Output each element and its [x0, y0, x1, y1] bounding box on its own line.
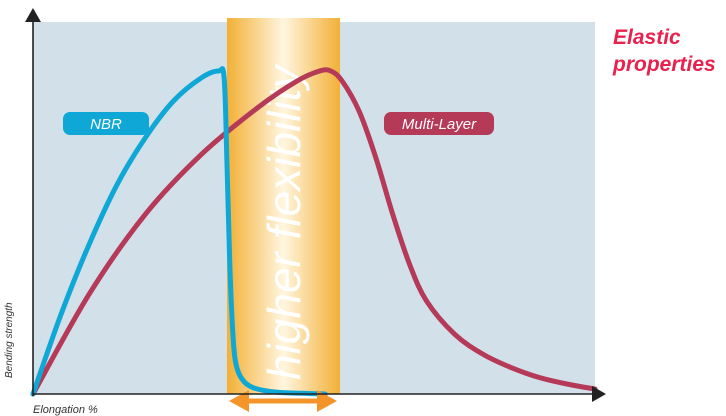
- flexibility-band: [227, 18, 340, 394]
- nbr-curve: [30, 66, 328, 397]
- multilayer-badge-label: Multi-Layer: [402, 116, 477, 133]
- band-label: higher flexibility: [258, 63, 310, 380]
- y-axis-arrowhead: [25, 8, 41, 22]
- range-arrow-right-head: [317, 390, 337, 412]
- x-axis-arrowhead: [592, 386, 606, 402]
- axes: [25, 8, 606, 402]
- multilayer-badge-box: [384, 112, 494, 135]
- multilayer-curve: [30, 67, 598, 397]
- y-axis-label: Bending strength: [4, 302, 15, 378]
- nbr-badge-box: [63, 112, 149, 135]
- multilayer-legend-badge: Multi-Layer: [384, 112, 494, 135]
- nbr-badge-label: NBR: [90, 116, 122, 133]
- x-axis-label: Elongation %: [33, 404, 98, 416]
- side-title: Elastic properties: [613, 26, 716, 76]
- nbr-legend-badge: NBR: [63, 112, 149, 135]
- flexibility-range-arrow: [229, 390, 337, 412]
- range-arrow-left-head: [229, 390, 249, 412]
- series-layer: [30, 66, 598, 397]
